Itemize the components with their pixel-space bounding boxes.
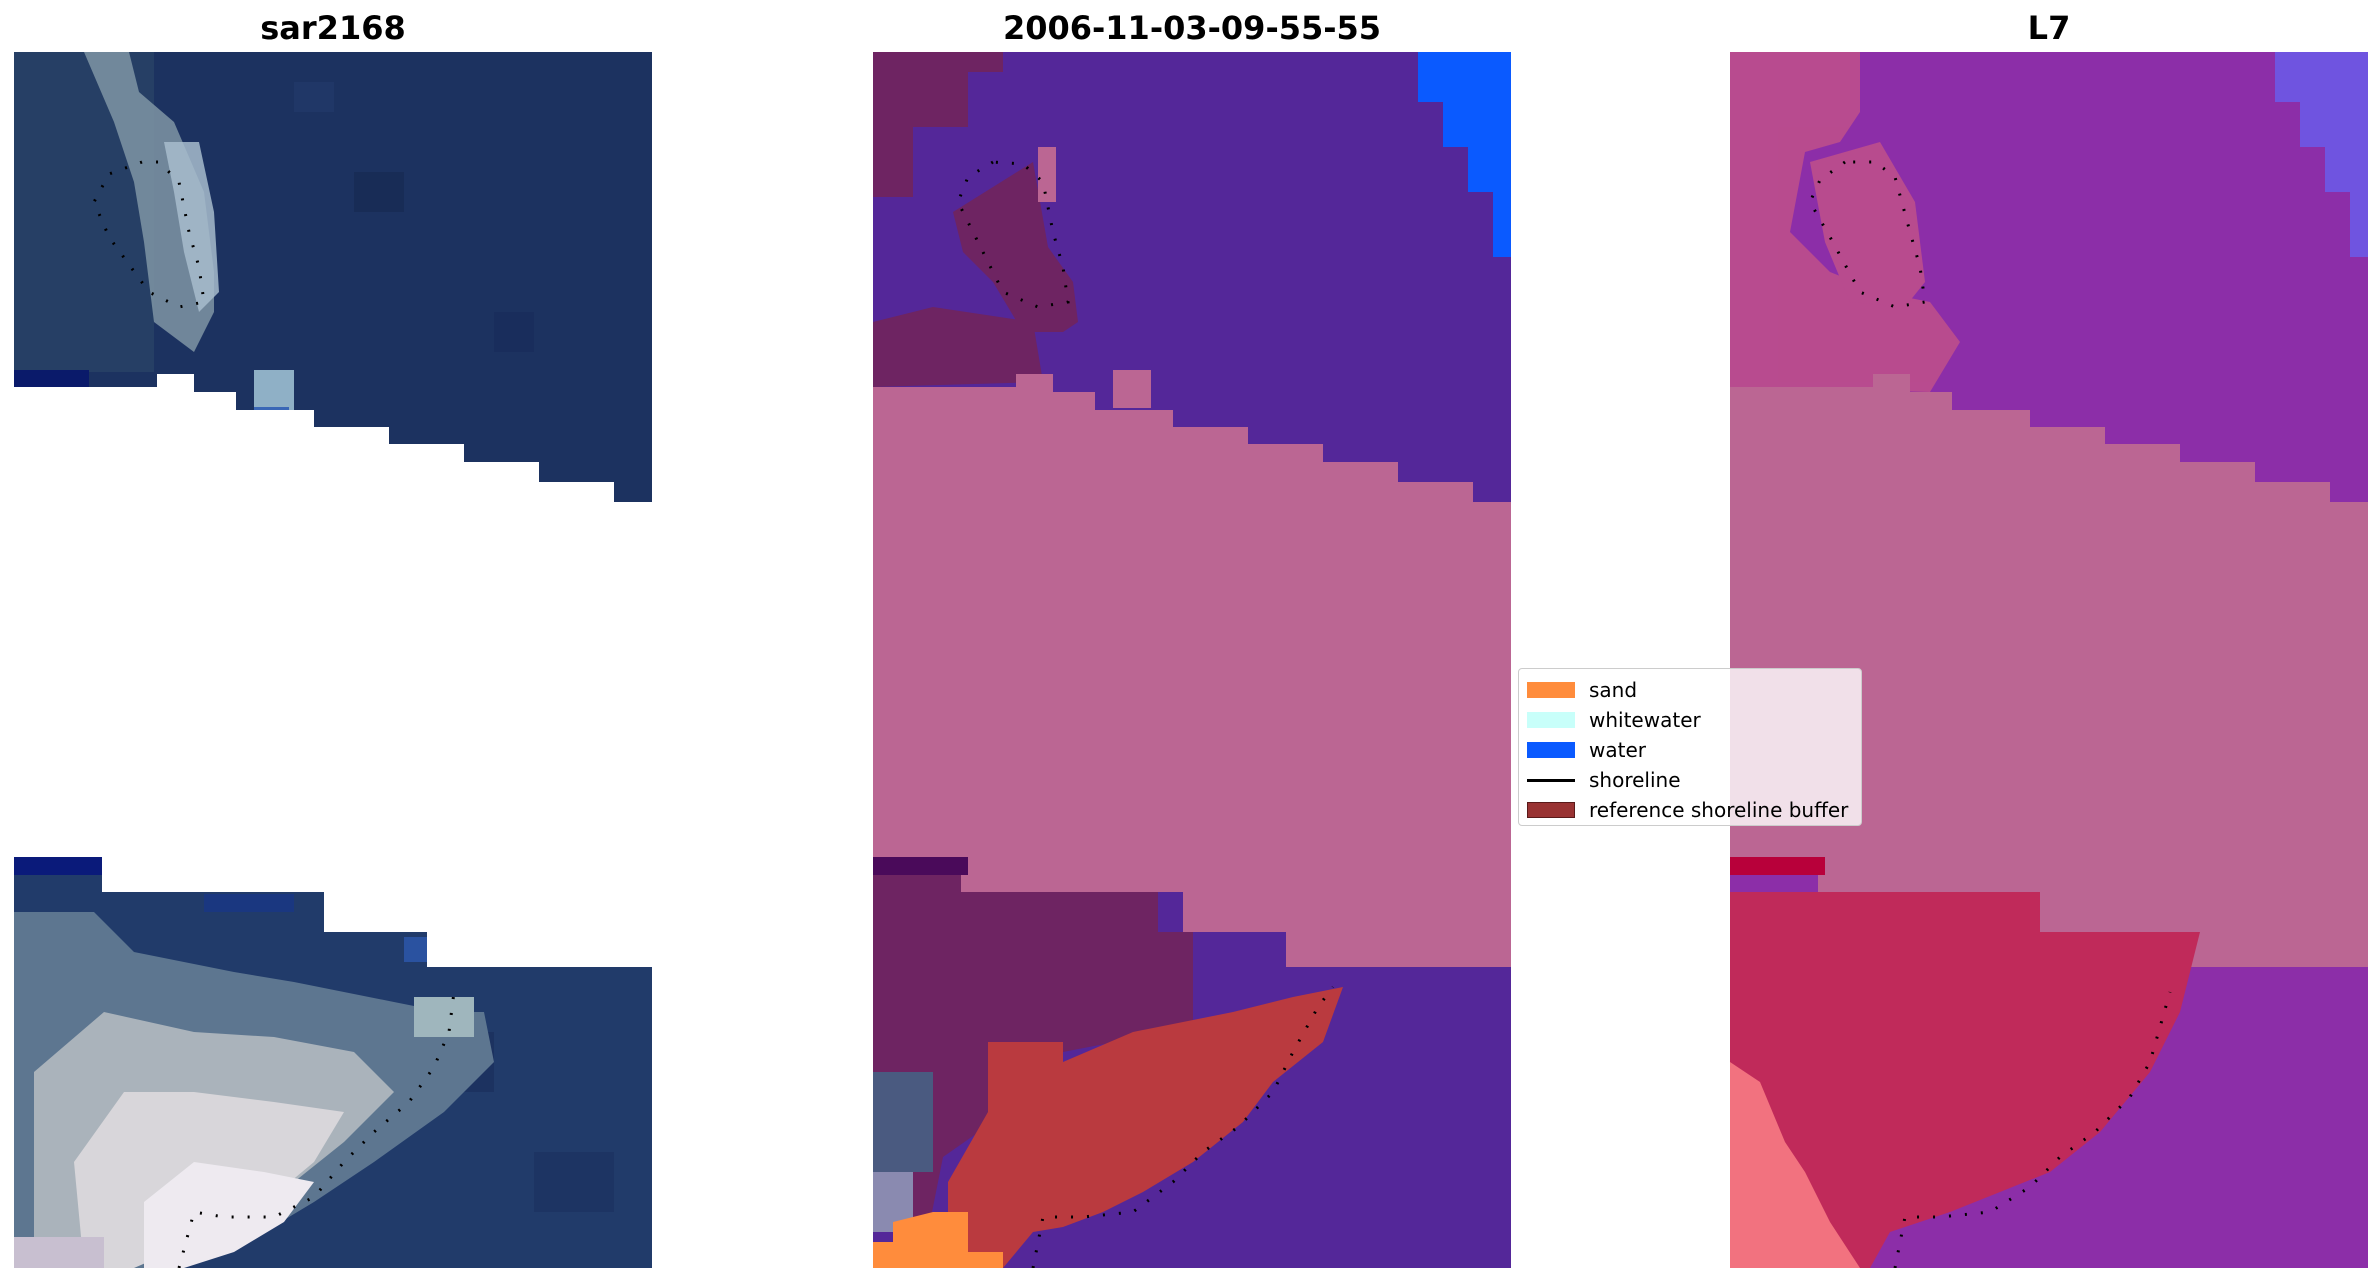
legend-item-water: water <box>1527 735 1853 765</box>
index-blue-pixels <box>2275 52 2368 257</box>
legend-swatch-water <box>1527 742 1575 758</box>
legend-label-water: water <box>1589 738 1646 762</box>
rgb-image-panel <box>14 52 652 1268</box>
class-masked-band <box>873 374 1511 967</box>
index-edge-pixel <box>1730 857 1825 875</box>
index-panel <box>1730 52 2368 1268</box>
index-masked-band <box>1730 374 2368 967</box>
legend-swatch-sand <box>1527 682 1575 698</box>
legend-swatch-shoreline <box>1527 778 1575 782</box>
class-buffer-red <box>948 987 1343 1268</box>
rgb-bright-surf <box>14 52 494 1268</box>
class-water-pixels <box>1418 52 1511 257</box>
classification-panel <box>873 52 1511 1268</box>
legend-label-sand: sand <box>1589 678 1638 702</box>
legend: sand whitewater water shoreline referenc… <box>1518 668 1862 826</box>
rgb-masked-band <box>14 502 652 857</box>
legend-label-shoreline: shoreline <box>1589 768 1681 792</box>
class-sand-pixels <box>873 1212 1003 1268</box>
panel-title-index: L7 <box>2027 9 2071 47</box>
class-shoreline-dotted <box>956 160 1335 1268</box>
legend-item-sand: sand <box>1527 675 1853 705</box>
legend-item-reference-buffer: reference shoreline buffer <box>1527 795 1853 825</box>
legend-item-shoreline: shoreline <box>1527 765 1853 795</box>
class-bright-pixel-2 <box>1038 147 1056 202</box>
index-pink-region <box>1730 52 1960 392</box>
legend-label-reference-buffer: reference shoreline buffer <box>1589 798 1849 822</box>
rgb-masked-band-steps-lower <box>14 857 652 967</box>
index-coral-pixels <box>1730 1062 1860 1268</box>
rgb-pixel-texture <box>14 52 614 1212</box>
rgb-masked-band-steps <box>14 374 614 502</box>
legend-swatch-reference-buffer <box>1527 802 1575 818</box>
panel-title-classification: 2006-11-03-09-55-55 <box>1002 9 1382 47</box>
class-bright-pixel <box>1113 370 1151 408</box>
index-red-region <box>1730 892 2200 1268</box>
legend-item-whitewater: whitewater <box>1527 705 1853 735</box>
panel-title-rgb: sar2168 <box>260 9 406 47</box>
legend-label-whitewater: whitewater <box>1589 708 1701 732</box>
legend-swatch-whitewater <box>1527 712 1575 728</box>
